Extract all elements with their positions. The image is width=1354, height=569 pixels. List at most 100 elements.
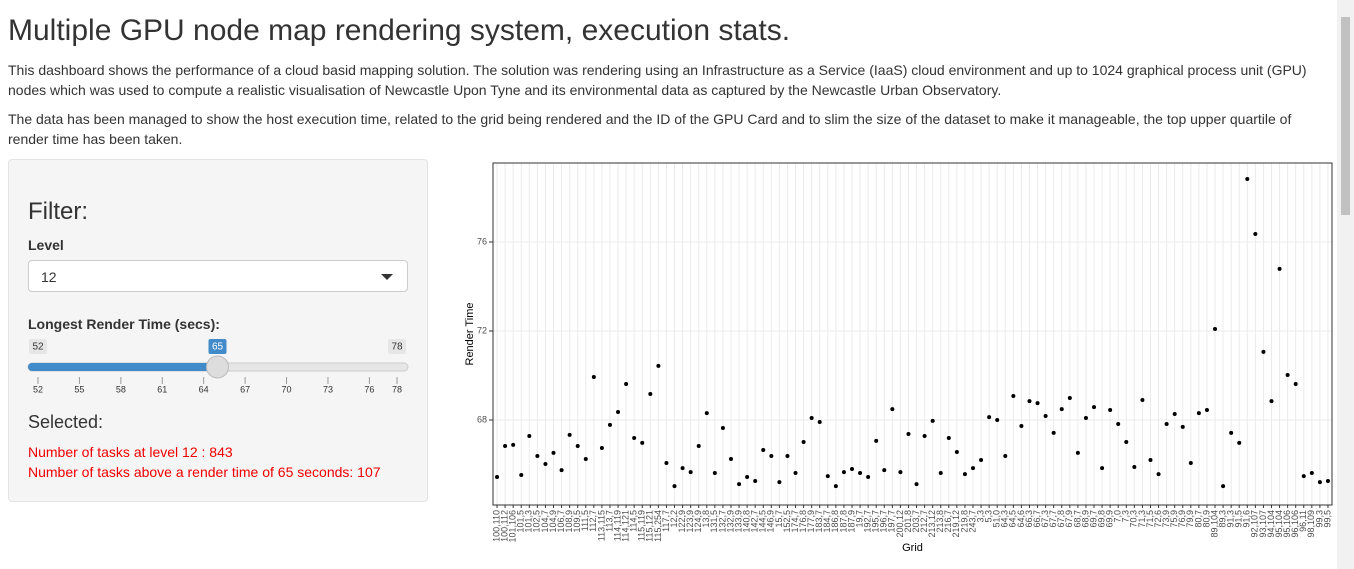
- x-tick-label: 187,9: [846, 510, 856, 533]
- x-tick-label: 71,5: [1145, 510, 1155, 528]
- point: [551, 450, 556, 455]
- x-tick-label: 67,8: [1056, 510, 1066, 528]
- x-tick-label: 72,6: [1153, 510, 1163, 528]
- point: [938, 470, 943, 475]
- point: [1253, 231, 1258, 236]
- point: [858, 470, 863, 475]
- point: [1293, 381, 1298, 386]
- point: [712, 470, 717, 475]
- x-tick-label: 64,6: [1016, 510, 1026, 528]
- point: [745, 474, 750, 479]
- point: [495, 474, 500, 479]
- point: [930, 418, 935, 423]
- x-tick-label: 117,7: [661, 510, 671, 532]
- point: [1035, 401, 1040, 406]
- point: [680, 466, 685, 471]
- x-tick-label: 15,7: [774, 510, 784, 528]
- x-tick-label: 177,9: [806, 510, 816, 533]
- point: [1245, 177, 1250, 182]
- point: [704, 411, 709, 416]
- point: [559, 468, 564, 473]
- point: [1043, 413, 1048, 418]
- x-tick-label: 89,104: [1209, 510, 1219, 538]
- point: [1092, 405, 1097, 410]
- x-tick-label: 96,11: [1298, 510, 1308, 532]
- point: [656, 363, 661, 368]
- x-tick-label: 101,106: [508, 510, 518, 543]
- x-tick-label: 75,9: [1169, 510, 1179, 528]
- x-tick-label: 68,7: [1072, 510, 1082, 528]
- x-tick-label: 219,12: [951, 510, 961, 538]
- point: [1059, 407, 1064, 412]
- x-tick-label: 216,7: [943, 510, 953, 533]
- point: [874, 438, 879, 443]
- x-tick-label: 96,106: [1290, 510, 1300, 538]
- point: [1083, 415, 1088, 420]
- point: [841, 470, 846, 475]
- x-tick-label: 123,9: [685, 510, 695, 533]
- point: [906, 432, 911, 437]
- point: [737, 482, 742, 487]
- point: [1011, 393, 1016, 398]
- point: [753, 478, 758, 483]
- x-tick-label: 200,12: [895, 510, 905, 538]
- point: [1229, 430, 1234, 435]
- level-select[interactable]: 12: [28, 260, 408, 292]
- x-tick-label: 187,8: [838, 510, 848, 533]
- point: [616, 409, 621, 414]
- point: [1301, 474, 1306, 479]
- plot-panel: [493, 163, 1332, 505]
- x-tick-label: 106,7: [556, 510, 566, 533]
- scrollbar-thumb[interactable]: [1341, 17, 1350, 215]
- x-tick-label: 152,5: [782, 510, 792, 533]
- point: [1075, 450, 1080, 455]
- point: [1196, 411, 1201, 416]
- point: [599, 446, 604, 451]
- x-tick-label: 101,5: [516, 510, 526, 533]
- point: [1309, 470, 1314, 475]
- x-tick-label: 101,3: [524, 510, 534, 533]
- point: [769, 454, 774, 459]
- x-tick-label: 95,104: [1274, 510, 1284, 538]
- x-tick-label: 124,9: [693, 510, 703, 533]
- point: [761, 448, 766, 453]
- point: [1237, 440, 1242, 445]
- point: [866, 474, 871, 479]
- x-tick-label: 133,9: [733, 510, 743, 533]
- point: [720, 426, 725, 431]
- x-tick-label: 186,8: [830, 510, 840, 533]
- x-tick-label: 92,107: [1250, 510, 1260, 538]
- point: [1003, 454, 1008, 459]
- point: [1027, 399, 1032, 404]
- x-tick-label: 144,5: [758, 510, 768, 533]
- point: [1188, 460, 1193, 465]
- x-tick-label: 115,121: [645, 510, 655, 542]
- x-tick-label: 69,7: [1088, 510, 1098, 528]
- x-tick-label: 71,3: [1137, 510, 1147, 528]
- x-tick-label: 66,7: [1032, 510, 1042, 528]
- x-tick-label: 3,3: [975, 510, 985, 523]
- plot-border: [492, 162, 1333, 506]
- x-tick-label: 7,3: [1121, 510, 1131, 523]
- point: [946, 436, 951, 441]
- point: [1132, 464, 1137, 469]
- x-tick-label: 132,7: [717, 510, 727, 533]
- x-tick-label: 100,112: [499, 510, 509, 542]
- point: [987, 415, 992, 420]
- x-tick-label: 5,3: [984, 510, 994, 523]
- point: [1172, 411, 1177, 416]
- x-tick-label: 51,0: [992, 510, 1002, 528]
- x-tick-label: 19,7: [854, 510, 864, 528]
- x-tick-label: 140,8: [741, 510, 751, 533]
- point: [809, 415, 814, 420]
- point: [664, 460, 669, 465]
- point: [1325, 478, 1330, 483]
- x-tick-label: 102,5: [532, 510, 542, 533]
- x-tick-label: 91,6: [1242, 510, 1252, 528]
- point: [672, 484, 677, 489]
- point: [922, 434, 927, 439]
- point: [1124, 440, 1129, 445]
- point: [817, 420, 822, 425]
- point: [882, 468, 887, 473]
- x-tick-label: 113,7: [604, 510, 614, 532]
